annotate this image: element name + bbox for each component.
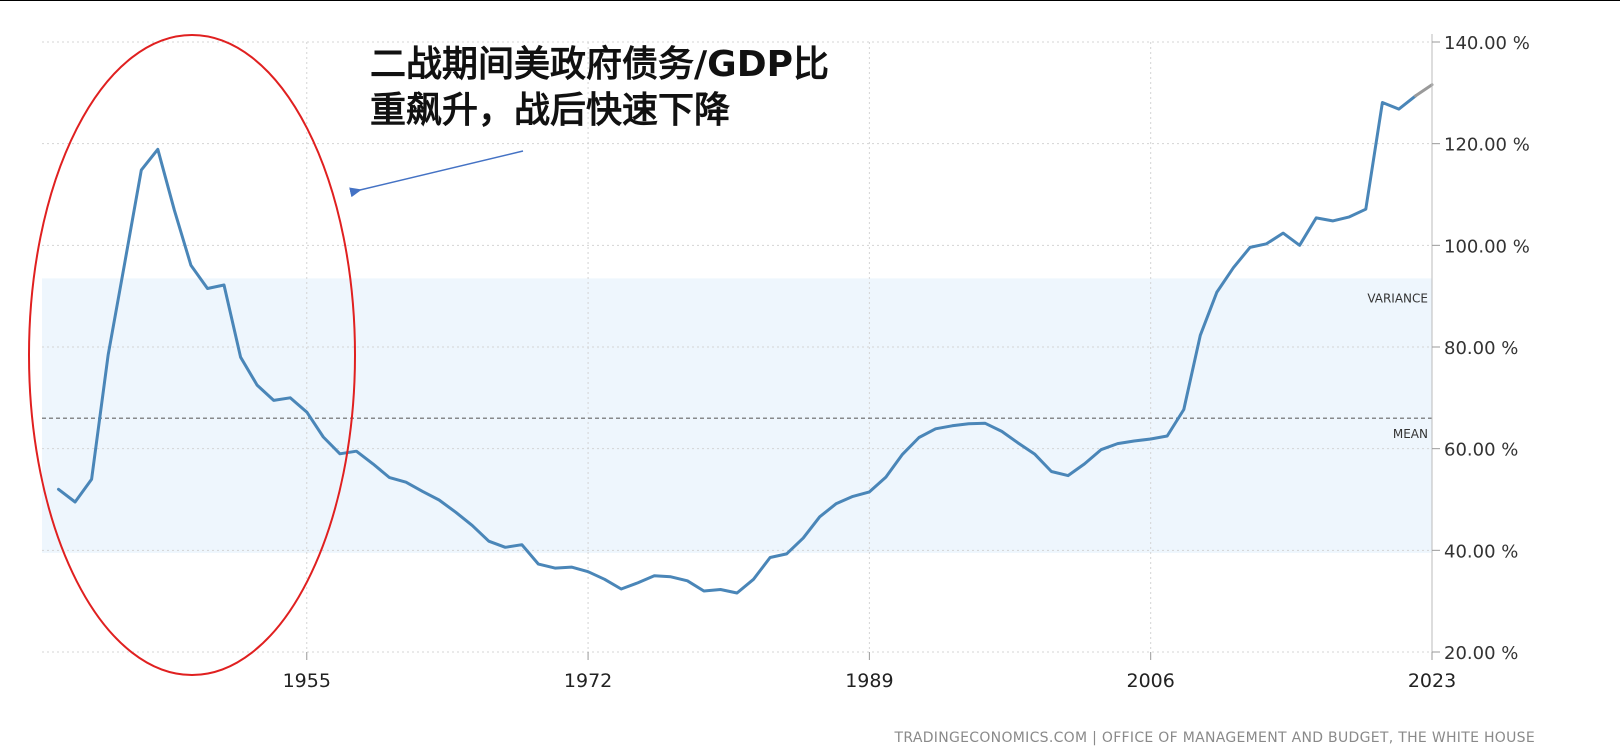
annotation-arrow <box>349 150 524 198</box>
mean-label: MEAN <box>1393 427 1428 441</box>
annotation-line-1: 二战期间美政府债务/GDP比 <box>370 44 829 85</box>
x-tick-label: 1989 <box>845 670 893 692</box>
y-tick-label: 80.00 % <box>1444 338 1518 359</box>
highlight-ellipse <box>28 34 356 676</box>
source-credit: TRADINGECONOMICS.COM | OFFICE OF MANAGEM… <box>894 730 1535 746</box>
y-tick-label: 120.00 % <box>1444 135 1530 156</box>
y-tick-label: 100.00 % <box>1444 236 1530 257</box>
annotation-line-2: 重飙升，战后快速下降 <box>370 90 731 131</box>
y-tick-label: 60.00 % <box>1444 440 1518 461</box>
variance-band <box>42 278 1432 553</box>
x-tick-label: 2023 <box>1408 670 1456 692</box>
x-tick-label: 1972 <box>564 670 612 692</box>
x-tick-label: 2006 <box>1127 670 1175 692</box>
top-border <box>0 0 1620 1</box>
variance-label: VARIANCE <box>1367 291 1428 305</box>
y-tick-label: 40.00 % <box>1444 541 1518 562</box>
y-tick-label: 20.00 % <box>1444 643 1518 664</box>
series-line-1 <box>1414 83 1434 98</box>
x-tick-label: 1955 <box>283 670 331 692</box>
series-line-0 <box>57 94 1417 595</box>
y-tick-label: 140.00 % <box>1444 33 1530 54</box>
annotation-text: 二战期间美政府债务/GDP比 重飙升，战后快速下降 <box>370 42 829 134</box>
